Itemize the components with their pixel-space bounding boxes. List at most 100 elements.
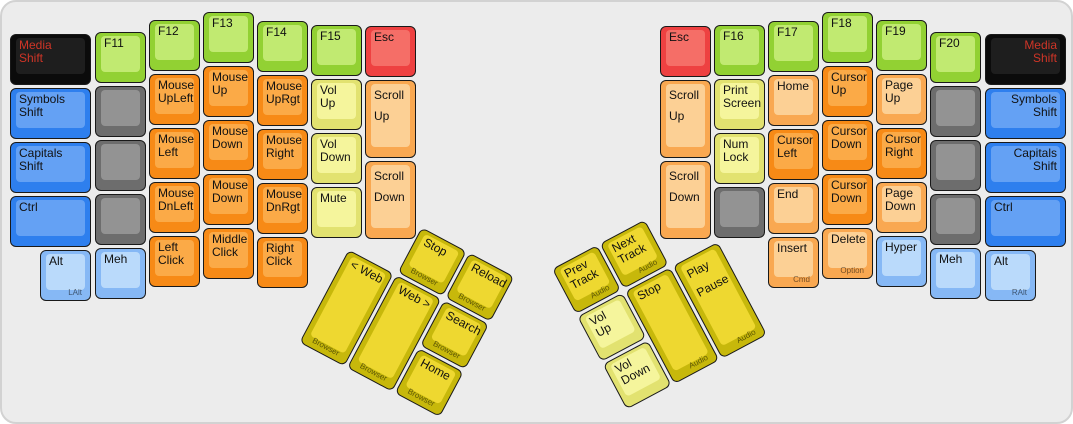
key-label: Cursor Down bbox=[831, 178, 868, 206]
keycap-top: Cursor Left bbox=[774, 133, 813, 169]
key-mouse-right[interactable]: Mouse Right bbox=[257, 129, 308, 180]
key-ctrl-left[interactable]: Ctrl bbox=[10, 196, 91, 247]
key-page-up[interactable]: Page Up bbox=[876, 74, 927, 125]
key-f18[interactable]: F18 bbox=[822, 12, 873, 63]
key-cursor-down-a[interactable]: Cursor Down bbox=[822, 120, 873, 171]
key-f19[interactable]: F19 bbox=[876, 20, 927, 71]
key-middle-click[interactable]: Middle Click bbox=[203, 228, 254, 279]
key-meh-right[interactable]: Meh bbox=[930, 248, 981, 299]
key-label: Ctrl bbox=[994, 200, 1057, 214]
key-mouse-down-b[interactable]: Mouse Down bbox=[203, 174, 254, 225]
key-scroll-up-right[interactable]: Scroll Up bbox=[660, 80, 711, 158]
key-print-screen[interactable]: Print Screen bbox=[714, 79, 765, 130]
keycap-top bbox=[936, 144, 975, 180]
keycap-top: Meh bbox=[101, 252, 140, 288]
keycap-top bbox=[101, 90, 140, 126]
key-esc-right[interactable]: Esc bbox=[660, 26, 711, 77]
key-hyper[interactable]: Hyper bbox=[876, 236, 927, 287]
key-label-line: F11 bbox=[104, 36, 124, 50]
key-scroll-down-right[interactable]: Scroll Down bbox=[660, 161, 711, 239]
key-page-down[interactable]: Page Down bbox=[876, 182, 927, 233]
key-label: Alt bbox=[994, 254, 1027, 268]
key-blank-r3[interactable] bbox=[714, 187, 765, 238]
key-mouse-left[interactable]: Mouse Left bbox=[149, 128, 200, 179]
key-vol-down[interactable]: Vol Down bbox=[311, 133, 362, 184]
key-f16[interactable]: F16 bbox=[714, 25, 765, 76]
key-f15[interactable]: F15 bbox=[311, 25, 362, 76]
key-f14[interactable]: F14 bbox=[257, 21, 308, 72]
key-ctrl-right[interactable]: Ctrl bbox=[985, 196, 1066, 247]
key-cursor-down-b[interactable]: Cursor Down bbox=[822, 174, 873, 225]
key-mouse-up[interactable]: Mouse Up bbox=[203, 66, 254, 117]
key-cursor-right[interactable]: Cursor Right bbox=[876, 128, 927, 179]
keycap-top: Capitals Shift bbox=[991, 146, 1060, 182]
key-mouse-upleft[interactable]: Mouse UpLeft bbox=[149, 74, 200, 125]
key-symbols-shift-left[interactable]: Symbols Shift bbox=[10, 88, 91, 139]
key-end[interactable]: End bbox=[768, 183, 819, 234]
key-meh-left[interactable]: Meh bbox=[95, 248, 146, 299]
key-symbols-shift-right[interactable]: Symbols Shift bbox=[985, 88, 1066, 139]
key-mute[interactable]: Mute bbox=[311, 187, 362, 238]
key-cursor-up[interactable]: Cursor Up bbox=[822, 66, 873, 117]
key-label-line: Mouse bbox=[266, 187, 303, 201]
key-scroll-down-left[interactable]: Scroll Down bbox=[365, 161, 416, 239]
key-mouse-dnleft[interactable]: Mouse DnLeft bbox=[149, 182, 200, 233]
key-vol-up[interactable]: Vol Up bbox=[311, 79, 362, 130]
keycap-top: Delete bbox=[828, 232, 867, 268]
key-label-line: Scroll bbox=[669, 88, 700, 102]
key-label-line: Cursor bbox=[831, 178, 868, 192]
key-f17[interactable]: F17 bbox=[768, 21, 819, 72]
key-cursor-left[interactable]: Cursor Left bbox=[768, 129, 819, 180]
key-label-line: Cursor bbox=[777, 133, 814, 147]
key-scroll-up-left[interactable]: Scroll Up bbox=[365, 80, 416, 158]
keycap-top: Insert bbox=[774, 241, 813, 277]
keycap-top: Cursor Down bbox=[828, 124, 867, 160]
key-label-line: Mouse bbox=[212, 70, 249, 84]
key-num-lock[interactable]: Num Lock bbox=[714, 133, 765, 184]
key-label: Vol Up bbox=[587, 301, 630, 340]
key-mouse-dnrgt[interactable]: Mouse DnRgt bbox=[257, 183, 308, 234]
key-esc-left[interactable]: Esc bbox=[365, 26, 416, 77]
key-f11[interactable]: F11 bbox=[95, 32, 146, 83]
key-blank-r2[interactable] bbox=[930, 140, 981, 191]
key-alt-left[interactable]: Alt LAlt bbox=[40, 250, 91, 301]
keycap-top: Mouse UpLeft bbox=[155, 78, 194, 114]
key-blank-r1[interactable] bbox=[930, 86, 981, 137]
key-alt-right[interactable]: Alt RAlt bbox=[985, 250, 1036, 301]
key-blank-l1[interactable] bbox=[95, 86, 146, 137]
key-label: Meh bbox=[939, 252, 972, 266]
key-media-shift-right[interactable]: Media Shift bbox=[985, 34, 1066, 85]
key-f12[interactable]: F12 bbox=[149, 20, 200, 71]
key-label-line: Ctrl bbox=[19, 200, 38, 214]
key-f13[interactable]: F13 bbox=[203, 12, 254, 63]
key-delete[interactable]: Delete Option bbox=[822, 228, 873, 279]
key-media-shift-left[interactable]: Media Shift bbox=[10, 34, 91, 85]
key-label: Cursor Left bbox=[777, 133, 814, 161]
key-label-line: Meh bbox=[104, 252, 128, 266]
key-mouse-uprgt[interactable]: Mouse UpRgt bbox=[257, 75, 308, 126]
key-right-click[interactable]: Right Click bbox=[257, 237, 308, 288]
key-label-line: Down bbox=[885, 199, 916, 214]
key-blank-l3[interactable] bbox=[95, 194, 146, 245]
key-mouse-down-a[interactable]: Mouse Down bbox=[203, 120, 254, 171]
key-label: Vol Down bbox=[320, 137, 353, 165]
key-home[interactable]: Home bbox=[768, 75, 819, 126]
keycap-top: Meh bbox=[936, 252, 975, 288]
key-label: Esc bbox=[669, 30, 702, 44]
key-label: Capitals Shift bbox=[994, 146, 1057, 174]
key-capitals-shift-right[interactable]: Capitals Shift bbox=[985, 142, 1066, 193]
keycap-top: Media Shift bbox=[991, 38, 1060, 74]
key-label-line: Media bbox=[1024, 38, 1057, 52]
key-left-click[interactable]: Left Click bbox=[149, 236, 200, 287]
key-insert[interactable]: Insert Cmd bbox=[768, 237, 819, 288]
key-f20[interactable]: F20 bbox=[930, 32, 981, 83]
key-blank-l2[interactable] bbox=[95, 140, 146, 191]
key-label-line: Mouse bbox=[158, 78, 195, 92]
keycap-top: Symbols Shift bbox=[991, 92, 1060, 128]
key-label-line: Shift bbox=[19, 105, 44, 120]
key-blank-r4[interactable] bbox=[930, 194, 981, 245]
key-capitals-shift-left[interactable]: Capitals Shift bbox=[10, 142, 91, 193]
key-label-line: Left bbox=[158, 145, 179, 160]
key-label-line: Left bbox=[777, 146, 798, 161]
key-label: Capitals Shift bbox=[19, 146, 82, 174]
